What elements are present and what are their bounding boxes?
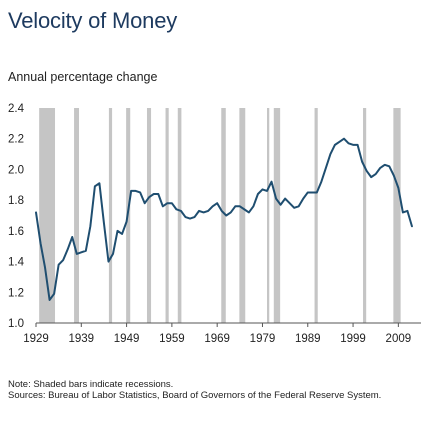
x-tick-label-1969: 1969: [204, 333, 230, 345]
y-tick-label-1.0: 1.0: [8, 318, 24, 330]
recession-bar-13: [393, 108, 401, 323]
y-tick-label-2.0: 2.0: [8, 164, 24, 176]
y-tick-label-1.6: 1.6: [8, 226, 24, 238]
y-axis-label: Annual percentage change: [8, 70, 158, 84]
x-tick-label-1959: 1959: [159, 333, 185, 345]
x-tick-label-1929: 1929: [23, 333, 49, 345]
recession-bar-8: [239, 108, 246, 323]
y-tick-label-2.4: 2.4: [8, 103, 25, 115]
recession-note: Note: Shaded bars indicate recessions.: [8, 379, 174, 390]
recession-bar-12: [363, 108, 367, 323]
recession-bar-5: [165, 108, 169, 323]
series-line-0: [35, 137, 413, 301]
tick-labels: 1929 1939 1949 1959 1969 1979 1989 1999 2009 1.0 1…: [8, 103, 411, 345]
velocity-line-chart: 1929 1939 1949 1959 1969 1979 1989 1999 2009 1.0 1…: [8, 103, 421, 345]
x-tick-label-1989: 1989: [295, 333, 321, 345]
series-layer: [35, 137, 413, 301]
chart-title: Velocity of Money: [8, 8, 178, 33]
recession-bar-2: [108, 108, 113, 323]
recession-bar-1: [74, 108, 80, 323]
recession-bar-10: [273, 108, 281, 323]
recession-bars: [39, 108, 401, 323]
axes: [35, 322, 421, 327]
y-tick-label-1.8: 1.8: [8, 195, 24, 207]
chart-notes: Note: Shaded bars indicate recessions. S…: [8, 379, 428, 401]
y-tick-label-1.2: 1.2: [8, 287, 24, 299]
recession-bar-11: [314, 108, 318, 323]
recession-bar-7: [221, 108, 226, 323]
x-tick-label-2009: 2009: [386, 333, 412, 345]
x-tick-label-1999: 1999: [340, 333, 366, 345]
sources-note: Sources: Bureau of Labor Statistics, Boa…: [8, 390, 382, 401]
recession-bar-9: [267, 108, 270, 323]
recession-bar-0: [39, 108, 56, 323]
x-tick-label-1949: 1949: [114, 333, 140, 345]
y-tick-label-1.4: 1.4: [8, 257, 25, 269]
x-tick-label-1979: 1979: [250, 333, 276, 345]
y-tick-label-2.2: 2.2: [8, 134, 24, 146]
recession-bar-4: [146, 108, 152, 323]
x-tick-label-1939: 1939: [68, 333, 94, 345]
recession-bar-6: [177, 108, 182, 323]
